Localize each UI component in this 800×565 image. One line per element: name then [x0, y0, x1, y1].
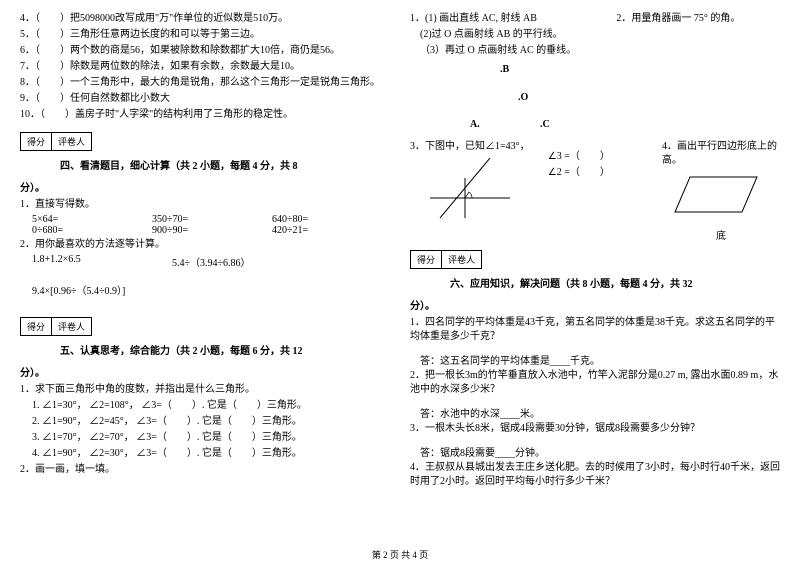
q4: 4．画出平行四边形底上的高。 [662, 140, 780, 168]
tf-item: 9．（ ）任何自然数都比小数大 [20, 92, 390, 106]
right-column: 1．(1) 画出直线 AC, 射线 AB (2)过 O 点画射线 AB 的平行线… [410, 10, 780, 491]
q2: 2．用量角器画一 75° 的角。 [616, 12, 780, 26]
score-cell: 得分 [21, 318, 52, 335]
score-box: 得分 评卷人 [20, 317, 92, 336]
calc-row: 1.8+1.2×6.5 5.4÷（3.94÷6.86） [32, 254, 390, 269]
calc-item: 350÷70= [152, 214, 232, 225]
label-a: A. [470, 119, 480, 130]
score-box: 得分 评卷人 [20, 132, 92, 151]
q5-row: 2. ∠1=90°， ∠2=45°， ∠3=（ ）. 它是（ ）三角形。 [32, 415, 390, 429]
q5-row: 1. ∠1=30°， ∠2=108°， ∠3=（ ）. 它是（ ）三角形。 [32, 399, 390, 413]
tf-item: 4．（ ）把5098000改写成用"万"作单位的近似数是510万。 [20, 12, 390, 26]
calc-item: 5×64= [32, 214, 112, 225]
fen-label: 分）。 [410, 300, 780, 314]
grader-cell: 评卷人 [442, 251, 481, 268]
q1c: （3）再过 O 点画射线 AC 的垂线。 [420, 44, 606, 58]
calc-item: 900÷90= [152, 225, 232, 236]
q4-1: 1．直接写得数。 [20, 198, 390, 212]
score-cell: 得分 [21, 133, 52, 150]
q3: 3．下图中，已知∠1=43°， [410, 140, 540, 154]
tf-item: 7．（ ）除数是两位数的除法，如果有余数，余数最大是10。 [20, 60, 390, 74]
calc-item: 1.8+1.2×6.5 [32, 254, 112, 269]
problem-4: 4．王叔叔从县城出发去王庄乡送化肥。去的时候用了3小时，每小时行40千米，返回时… [410, 461, 780, 489]
q5-row: 3. ∠1=70°， ∠2=70°， ∠3=（ ）. 它是（ ）三角形。 [32, 431, 390, 445]
score-cell: 得分 [411, 251, 442, 268]
label-b: .B [500, 64, 509, 75]
tf-item: 8．（ ）一个三角形中，最大的角是锐角，那么这个三角形一定是锐角三角形。 [20, 76, 390, 90]
calc-row: 0÷680= 900÷90= 420÷21= [32, 225, 390, 236]
problem-2: 2．把一根长3m的竹竿垂直放入水池中，竹竿入泥部分是0.27 m, 露出水面0.… [410, 369, 780, 397]
fen-label: 分）。 [20, 182, 390, 196]
problem-1: 1．四名同学的平均体重是43千克，第五名同学的体重是38千克。求这五名同学的平均… [410, 316, 780, 344]
grader-cell: 评卷人 [52, 133, 91, 150]
section-6-title: 六、应用知识，解决问题（共 8 小题，每题 4 分，共 32 [450, 275, 780, 290]
grader-cell: 评卷人 [52, 318, 91, 335]
tf-item: 5．（ ）三角形任意两边长度的和可以等于第三边。 [20, 28, 390, 42]
tf-item: 10．（ ）盖房子时"人字梁"的结构利用了三角形的稳定性。 [20, 108, 390, 122]
q5-row: 4. ∠1=90°， ∠2=30°， ∠3=（ ）. 它是（ ）三角形。 [32, 447, 390, 461]
calc-item: 9.4×[0.96÷（5.4÷0.9）] [32, 285, 390, 299]
label-c: .C [540, 119, 550, 130]
section-5-title: 五、认真思考，综合能力（共 2 小题，每题 6 分，共 12 [60, 342, 390, 357]
q5-2: 2．画一画，填一填。 [20, 463, 390, 477]
fen-label: 分）。 [20, 367, 390, 381]
section-4-title: 四、看清题目，细心计算（共 2 小题，每题 4 分，共 8 [60, 157, 390, 172]
left-column: 4．（ ）把5098000改写成用"万"作单位的近似数是510万。 5．（ ）三… [20, 10, 390, 491]
calc-item: 0÷680= [32, 225, 112, 236]
answer-1: 答：这五名同学的平均体重是____千克。 [420, 352, 780, 367]
answer-2: 答：水池中的水深____米。 [420, 405, 780, 420]
calc-item: 420÷21= [272, 225, 352, 236]
q3a: ∠3 =（ ） [548, 150, 654, 164]
page-footer: 第 2 页 共 4 页 [0, 548, 800, 561]
q4-2: 2．用你最喜欢的方法逐等计算。 [20, 238, 390, 252]
parallelogram-diagram [672, 172, 762, 227]
base-label: 底 [662, 227, 780, 242]
calc-item: 640÷80= [272, 214, 352, 225]
calc-row: 5×64= 350÷70= 640÷80= [32, 214, 390, 225]
points-diagram: .B .O A. .C [470, 64, 570, 134]
q5-1: 1．求下面三角形中角的度数，并指出是什么三角形。 [20, 383, 390, 397]
problem-3: 3．一根木头长8米，锯成4段需要30分钟，锯成8段需要多少分钟？ [410, 422, 780, 436]
label-o: .O [518, 92, 528, 103]
q1a: 1．(1) 画出直线 AC, 射线 AB [410, 12, 606, 26]
calc-item: 5.4÷（3.94÷6.86） [172, 254, 252, 269]
score-box: 得分 评卷人 [410, 250, 482, 269]
tf-item: 6．（ ）两个数的商是56，如果被除数和除数都扩大10倍，商仍是56。 [20, 44, 390, 58]
q3b: ∠2 =（ ） [548, 166, 654, 180]
q1b: (2)过 O 点画射线 AB 的平行线。 [420, 28, 606, 42]
angle-diagram [430, 158, 510, 218]
answer-3: 答：锯成8段需要____分钟。 [420, 444, 780, 459]
